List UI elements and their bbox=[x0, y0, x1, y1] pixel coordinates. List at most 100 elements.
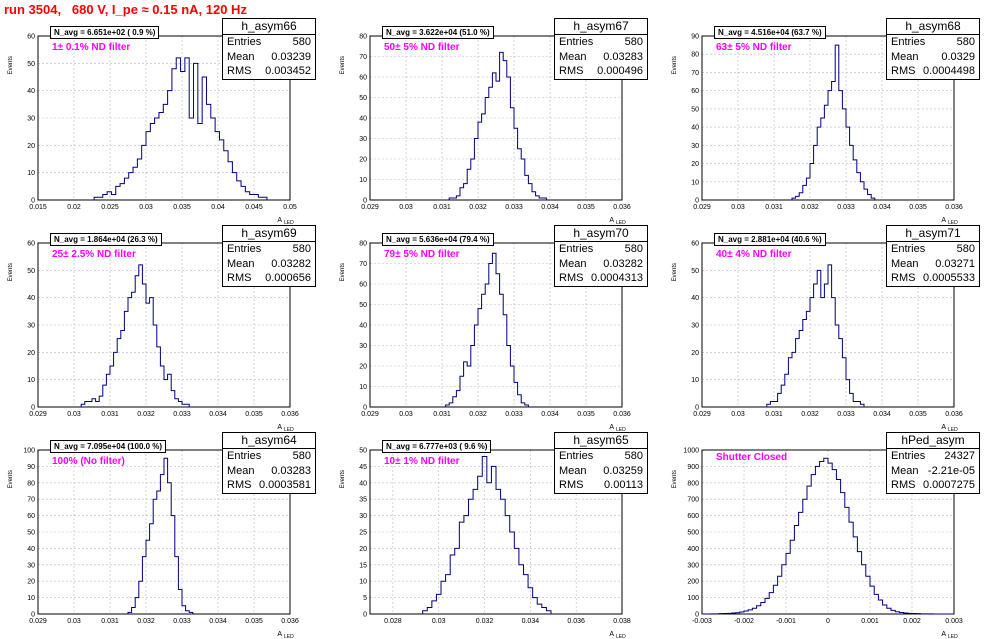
y-tick-label: 20 bbox=[27, 143, 35, 150]
histogram-title: hPed_asym bbox=[887, 433, 979, 449]
filter-annotation: 40± 4% ND filter bbox=[716, 249, 792, 260]
x-tick-label: 0.034 bbox=[541, 204, 559, 211]
y-tick-label: 900 bbox=[687, 464, 699, 471]
x-tick-label: 0.02 bbox=[67, 204, 81, 211]
stats-value: 0.0007275 bbox=[923, 479, 975, 491]
plot-frame bbox=[369, 35, 623, 201]
histogram-panel-hPed_asym: -0.003 -0.002 -0.001 0 0.001 0.002 0.003 0 100 20… bbox=[664, 432, 996, 639]
histogram-panel-h_asym71: 0.029 0.03 0.031 0.032 0.033 0.034 0.035 0.036 0… bbox=[664, 225, 996, 432]
histogram-plot: 0.029 0.03 0.031 0.032 0.033 0.034 0.035 0.036 0… bbox=[672, 34, 963, 226]
y-tick-label: 70 bbox=[27, 497, 35, 504]
stats-row-rms: RMS 0.0003581 bbox=[223, 478, 315, 493]
x-tick-label: 0.036 bbox=[281, 411, 299, 418]
stats-row-entries: Entries 580 bbox=[887, 242, 979, 257]
histogram-series bbox=[702, 457, 954, 615]
x-axis-title: A bbox=[941, 424, 946, 431]
y-tick-label: 0 bbox=[31, 405, 35, 412]
y-tick-label: 50 bbox=[27, 530, 35, 537]
y-tick-label: 10 bbox=[359, 579, 367, 586]
stats-label: Entries bbox=[559, 243, 594, 255]
x-tick-label: 0.029 bbox=[693, 204, 711, 211]
stats-label: Entries bbox=[559, 450, 594, 462]
y-tick-label: 70 bbox=[359, 261, 367, 268]
stats-label: Mean bbox=[891, 50, 919, 63]
stats-row-rms: RMS 0.00113 bbox=[555, 478, 647, 493]
x-tick-label: 0.032 bbox=[137, 411, 155, 418]
x-tick-label: 0.03 bbox=[399, 411, 413, 418]
stats-label: RMS bbox=[227, 65, 252, 77]
x-tick-label: 0.035 bbox=[909, 204, 927, 211]
navg-label: N_avg = 7.095e+04 (100.0 %) bbox=[50, 440, 167, 453]
y-tick-label: 0 bbox=[363, 612, 367, 619]
y-tick-label: 0 bbox=[695, 198, 699, 205]
stats-row-entries: Entries 580 bbox=[555, 35, 647, 50]
filter-annotation: Shutter Closed bbox=[716, 452, 788, 463]
stats-row-entries: Entries 580 bbox=[555, 242, 647, 257]
x-tick-label: 0.033 bbox=[173, 411, 191, 418]
stats-value: 0.03282 bbox=[271, 257, 311, 270]
stats-box: h_asym71 Entries 580 Mean 0.03271 RMS 0.000553… bbox=[886, 225, 980, 287]
x-axis-title-subscript: LED bbox=[284, 427, 294, 432]
x-tick-label: 0.03 bbox=[731, 204, 745, 211]
stats-row-mean: Mean 0.03282 bbox=[223, 257, 315, 272]
x-axis-title: A bbox=[609, 424, 614, 431]
stats-label: Entries bbox=[891, 36, 926, 48]
y-axis-title: Events bbox=[672, 263, 678, 281]
x-tick-label: 0.029 bbox=[29, 411, 47, 418]
stats-row-entries: Entries 580 bbox=[223, 449, 315, 464]
navg-label: N_avg = 6.651e+02 ( 0.9 %) bbox=[50, 26, 160, 39]
filter-annotation: 100% (No filter) bbox=[52, 456, 125, 467]
histogram-series bbox=[127, 457, 194, 614]
stats-row-mean: Mean 0.03271 bbox=[887, 257, 979, 272]
stats-label: Entries bbox=[559, 36, 594, 48]
y-tick-label: 60 bbox=[691, 88, 699, 95]
histogram-series bbox=[80, 264, 190, 407]
y-tick-label: 25 bbox=[359, 530, 367, 537]
y-axis-title: Events bbox=[340, 263, 346, 281]
y-tick-label: 50 bbox=[27, 268, 35, 275]
x-axis-title-subscript: LED bbox=[948, 427, 958, 432]
stats-label: RMS bbox=[559, 65, 584, 77]
y-tick-label: 40 bbox=[359, 116, 367, 123]
x-tick-label: 0.035 bbox=[577, 411, 595, 418]
x-tick-label: 0.035 bbox=[577, 204, 595, 211]
y-tick-label: 0 bbox=[31, 612, 35, 619]
stats-row-mean: Mean -2.21e-05 bbox=[887, 464, 979, 479]
x-tick-label: 0.032 bbox=[469, 204, 487, 211]
stats-row-mean: Mean 0.03283 bbox=[223, 464, 315, 479]
stats-label: RMS bbox=[227, 479, 252, 491]
plot-frame bbox=[701, 35, 955, 201]
y-tick-label: 50 bbox=[359, 95, 367, 102]
y-axis-title: Events bbox=[8, 56, 14, 74]
x-tick-label: 0.015 bbox=[29, 204, 47, 211]
x-tick-label: 0.034 bbox=[541, 411, 559, 418]
x-tick-label: 0.025 bbox=[101, 204, 119, 211]
stats-row-rms: RMS 0.003452 bbox=[223, 64, 315, 79]
stats-label: Mean bbox=[227, 257, 255, 270]
y-tick-label: 40 bbox=[691, 295, 699, 302]
y-tick-label: 80 bbox=[691, 52, 699, 59]
x-tick-label: 0.034 bbox=[209, 411, 227, 418]
y-tick-label: 50 bbox=[359, 302, 367, 309]
stats-row-entries: Entries 580 bbox=[223, 242, 315, 257]
stats-value: 0.03271 bbox=[935, 257, 975, 270]
x-tick-label: 0.03 bbox=[731, 411, 745, 418]
x-tick-label: 0.034 bbox=[873, 204, 891, 211]
stats-value: 580 bbox=[292, 243, 311, 255]
x-axis-title-subscript: LED bbox=[284, 634, 294, 639]
stats-value: 0.003452 bbox=[265, 65, 311, 77]
y-axis-title: Events bbox=[340, 56, 346, 74]
histogram-series bbox=[791, 44, 876, 200]
x-tick-label: 0.036 bbox=[945, 204, 963, 211]
stats-value: 0.03283 bbox=[271, 464, 311, 477]
x-tick-label: 0.04 bbox=[211, 204, 225, 211]
histogram-panel-h_asym70: 0.029 0.03 0.031 0.032 0.033 0.034 0.035 0.036 0… bbox=[332, 225, 664, 432]
stats-value: 0.000656 bbox=[265, 272, 311, 284]
y-tick-label: 40 bbox=[27, 88, 35, 95]
y-tick-label: 200 bbox=[687, 579, 699, 586]
x-axis-title-subscript: LED bbox=[948, 634, 958, 639]
stats-row-rms: RMS 0.0004498 bbox=[887, 64, 979, 79]
stats-row-rms: RMS 0.0007275 bbox=[887, 478, 979, 493]
plot-frame bbox=[37, 242, 291, 408]
histogram-title: h_asym71 bbox=[887, 226, 979, 242]
